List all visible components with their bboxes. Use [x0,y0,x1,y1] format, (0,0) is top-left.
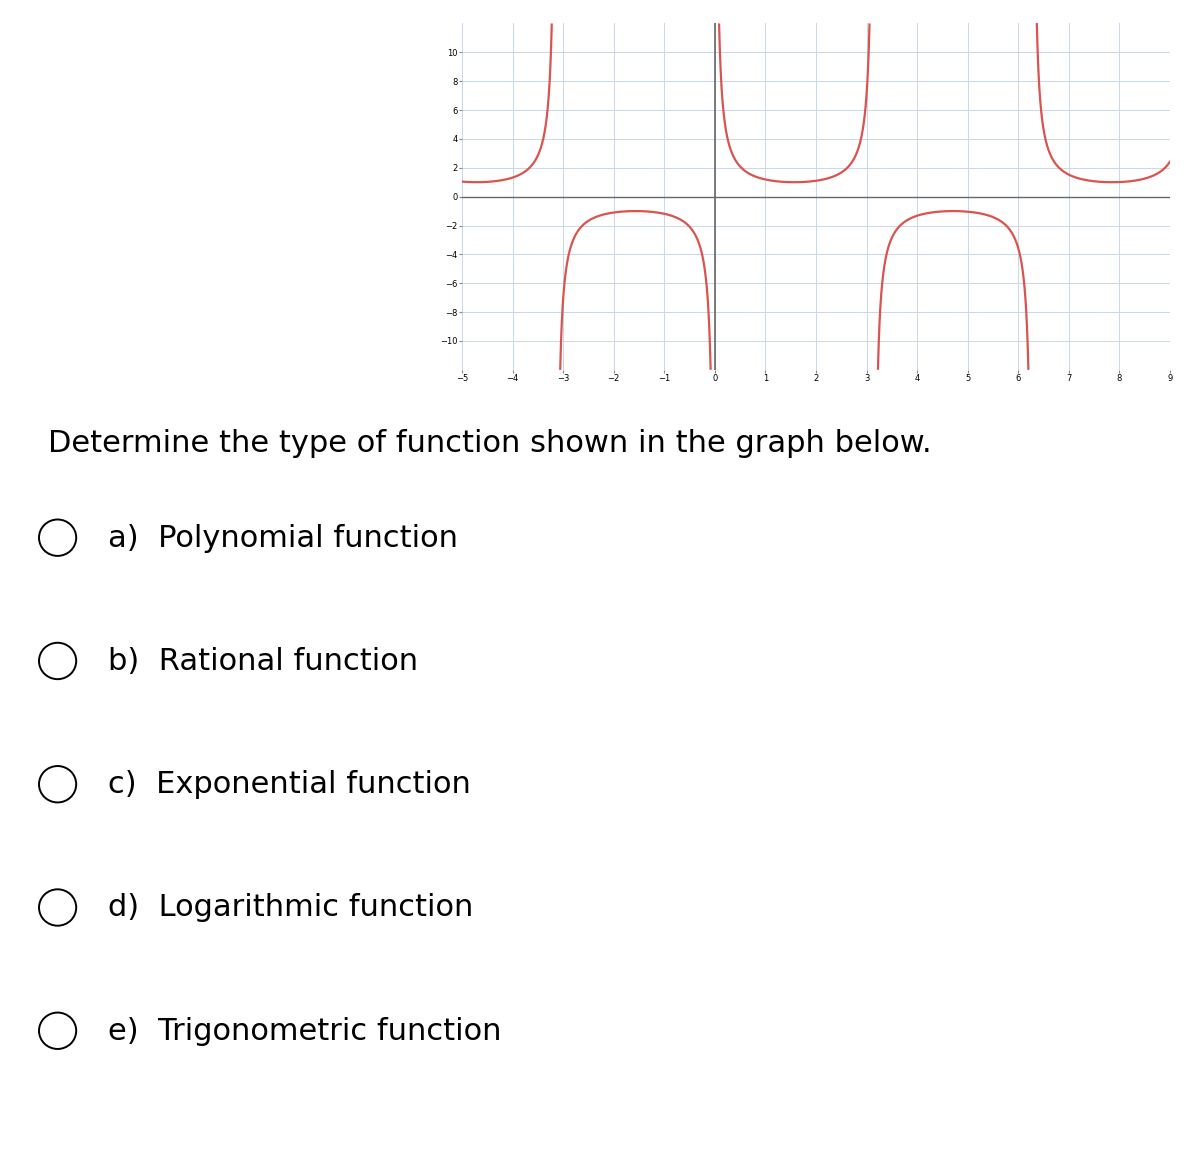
Text: b)  Rational function: b) Rational function [108,647,418,676]
Text: Determine the type of function shown in the graph below.: Determine the type of function shown in … [48,429,931,458]
Text: c)  Exponential function: c) Exponential function [108,770,470,799]
Text: a)  Polynomial function: a) Polynomial function [108,524,458,553]
Text: d)  Logarithmic function: d) Logarithmic function [108,893,473,923]
Text: e)  Trigonometric function: e) Trigonometric function [108,1017,502,1046]
